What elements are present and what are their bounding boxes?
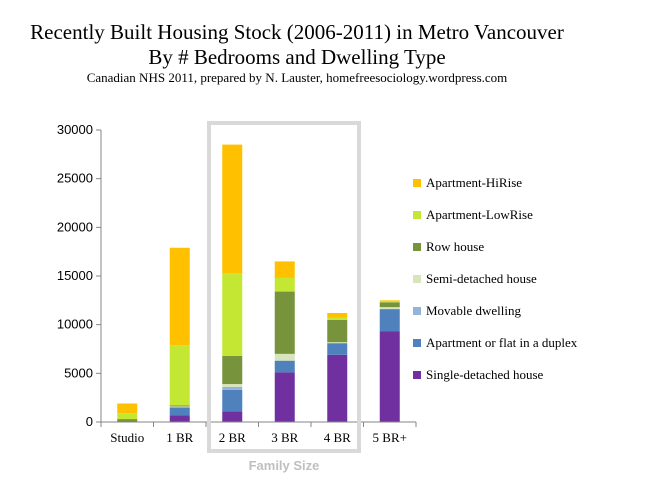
legend-swatch (413, 243, 421, 251)
bar-segment (222, 144, 243, 274)
bar-segment (169, 406, 190, 408)
x-tick-label: 4 BR (324, 430, 351, 445)
x-tick-label: 3 BR (271, 430, 298, 445)
legend-swatch (413, 371, 421, 379)
bar-segment (379, 307, 400, 310)
x-tick-label: 5 BR+ (373, 430, 407, 445)
bar-segment (169, 345, 190, 406)
chart-caption: Canadian NHS 2011, prepared by N. Lauste… (87, 70, 508, 85)
legend-label: Movable dwelling (426, 303, 521, 318)
bar-segment (169, 407, 190, 416)
bar-segment (379, 331, 400, 422)
bars (117, 144, 400, 422)
legend-label: Apartment or flat in a duplex (426, 335, 578, 350)
bar-segment (222, 386, 243, 390)
y-tick-label: 20000 (57, 219, 93, 234)
legend-label: Row house (426, 239, 484, 254)
legend-swatch (413, 179, 421, 187)
legend-label: Single-detached house (426, 367, 544, 382)
bar-segment (379, 302, 400, 308)
legend-swatch (413, 211, 421, 219)
bar-segment (327, 319, 348, 343)
bar-segment (222, 389, 243, 412)
y-axis: 0 5000 10000 15000 20000 25000 30000 (57, 122, 102, 429)
x-tick-label: 2 BR (219, 430, 246, 445)
y-tick-label: 25000 (57, 171, 93, 186)
bar-segment (274, 261, 295, 278)
bar-segment (327, 312, 348, 318)
bar-segment (222, 411, 243, 422)
bar-segment (222, 273, 243, 356)
bar-segment (169, 415, 190, 422)
x-tick-label: 1 BR (166, 430, 193, 445)
legend-label: Semi-detached house (426, 271, 537, 286)
legend-swatch (413, 339, 421, 347)
bar-segment (117, 403, 138, 414)
bar-segment (117, 419, 138, 422)
bar-segment (117, 413, 138, 420)
bar-segment (274, 291, 295, 354)
highlight-box (207, 121, 361, 453)
bar-segment (222, 355, 243, 385)
y-tick-label: 30000 (57, 122, 93, 137)
bar-segment (327, 343, 348, 355)
bar-segment (274, 277, 295, 292)
chart-title: Recently Built Housing Stock (2006-2011)… (30, 20, 564, 44)
x-axis-label: Family Size (249, 458, 320, 473)
bar-segment (169, 247, 190, 346)
bar-segment (379, 300, 400, 302)
x-tick-label: Studio (110, 430, 144, 445)
y-tick-label: 0 (86, 414, 93, 429)
legend: Apartment-HiRise Apartment-LowRise Row hou… (413, 175, 578, 382)
bar-segment (327, 342, 348, 344)
bar-segment (327, 317, 348, 320)
bar-segment (327, 354, 348, 422)
bar-segment (379, 309, 400, 332)
legend-label: Apartment-LowRise (426, 207, 533, 222)
bar-segment (274, 360, 295, 373)
bar-segment (274, 353, 295, 361)
x-axis: Studio 1 BR 2 BR 3 BR 4 BR 5 BR+ (100, 421, 417, 445)
bar-segment (169, 405, 190, 407)
legend-label: Apartment-HiRise (426, 175, 522, 190)
legend-swatch (413, 275, 421, 283)
bar-segment (222, 384, 243, 387)
bar-segment (379, 301, 400, 303)
y-tick-label: 15000 (57, 268, 93, 283)
legend-swatch (413, 307, 421, 315)
y-tick-label: 5000 (64, 365, 93, 380)
bar-segment (274, 372, 295, 422)
y-tick-label: 10000 (57, 317, 93, 332)
chart-subtitle: By # Bedrooms and Dwelling Type (148, 45, 445, 69)
